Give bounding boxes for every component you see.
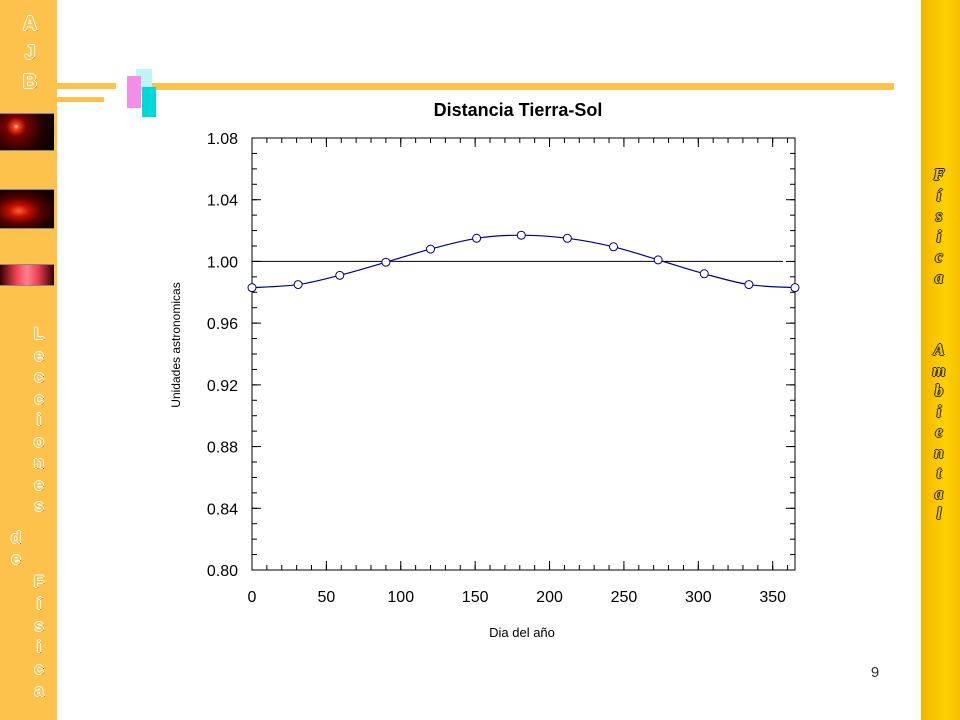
data-point xyxy=(699,269,709,279)
title-letter: L xyxy=(33,324,45,343)
minor-ticks xyxy=(251,137,795,571)
y-tick-label: 0.92 xyxy=(207,378,238,395)
ajb-logo-text: A J B xyxy=(14,10,46,97)
subject-letter: F xyxy=(33,572,45,591)
x-axis: 0 50 100 150 200 250 300 350 xyxy=(248,138,786,606)
y-tick-label: 0.96 xyxy=(207,316,238,333)
plot-frame xyxy=(251,137,796,571)
right-letter: b xyxy=(934,381,944,400)
logo-letter: B xyxy=(22,71,38,93)
lab-photo-thumbnail xyxy=(0,113,54,151)
fisica-right-vertical-text: F í s i c a xyxy=(928,165,950,288)
chart-title: Distancia Tierra-Sol xyxy=(434,100,603,120)
x-tick-label: 300 xyxy=(685,589,712,606)
title-letter: e xyxy=(34,474,44,494)
title-letter: c xyxy=(34,388,44,408)
x-axis-label: Dia del año xyxy=(489,625,555,640)
right-letter: A xyxy=(933,340,945,359)
right-letter: a xyxy=(934,267,944,287)
logo-letter: A xyxy=(22,13,38,35)
x-tick-label: 50 xyxy=(317,589,335,606)
data-point xyxy=(516,230,526,240)
right-letter: s xyxy=(935,206,943,225)
de-letter: e xyxy=(11,549,21,568)
right-letter: a xyxy=(934,483,944,503)
subject-letter: c xyxy=(34,659,44,679)
subject-letter: a xyxy=(34,680,44,700)
title-letter: o xyxy=(33,431,45,451)
laser-photo-thumbnail xyxy=(0,189,54,229)
logo-block-cyan xyxy=(142,87,156,117)
right-letter: n xyxy=(934,442,944,462)
x-tick-label: 0 xyxy=(248,589,257,606)
y-axis-label: Unidades astronomicas xyxy=(169,282,183,407)
y-tick-label: 1.08 xyxy=(207,131,238,148)
data-point xyxy=(790,283,800,293)
lecciones-vertical-text: L e c c i o n e s xyxy=(28,323,50,517)
data-point xyxy=(426,244,436,254)
de-letter: d xyxy=(10,528,22,547)
right-letter: í xyxy=(936,185,942,205)
y-tick-label: 0.84 xyxy=(207,501,238,518)
data-point xyxy=(293,280,303,290)
logo-letter: J xyxy=(24,42,36,64)
x-tick-label: 150 xyxy=(462,589,489,606)
data-point xyxy=(335,270,345,280)
right-letter: F xyxy=(933,165,945,184)
data-point xyxy=(653,255,663,265)
right-letter: i xyxy=(936,226,942,246)
title-letter: e xyxy=(34,345,44,365)
data-point xyxy=(744,280,754,290)
spectrum-photo-thumbnail xyxy=(0,264,54,286)
y-tick-label: 1.04 xyxy=(207,193,238,210)
title-letter: c xyxy=(34,367,44,386)
series-markers xyxy=(247,230,800,293)
data-point xyxy=(381,257,391,267)
fisica-vertical-text: F í s i c a xyxy=(28,571,50,702)
data-point xyxy=(247,283,257,293)
title-letter: n xyxy=(33,453,45,472)
y-tick-label: 0.88 xyxy=(207,440,238,457)
header-rule xyxy=(140,83,894,90)
y-tick-label: 1.00 xyxy=(207,254,238,271)
page-number: 9 xyxy=(870,664,880,681)
data-point xyxy=(609,242,619,252)
decorative-rule xyxy=(57,97,104,102)
subject-letter: i xyxy=(36,637,42,657)
right-letter: l xyxy=(936,504,942,523)
title-letter: s xyxy=(34,496,44,515)
x-tick-label: 250 xyxy=(611,589,638,606)
decorative-rule xyxy=(57,83,116,89)
title-letter: i xyxy=(36,410,42,429)
y-axis: 1.08 1.04 1.00 0.96 0.92 0.88 0.84 0.80 xyxy=(207,131,795,580)
right-letter: t xyxy=(936,463,942,482)
y-tick-label: 0.80 xyxy=(207,563,238,580)
data-point xyxy=(472,233,482,243)
data-point xyxy=(562,233,572,243)
x-tick-label: 350 xyxy=(759,589,786,606)
subject-letter: s xyxy=(34,615,44,635)
x-tick-label: 100 xyxy=(387,589,414,606)
right-letter: c xyxy=(935,247,943,266)
de-vertical-text: d e xyxy=(6,527,26,569)
right-sidebar xyxy=(921,0,960,720)
right-letter: m xyxy=(932,360,946,380)
ambiental-right-vertical-text: A m b i e n t a l xyxy=(928,340,950,525)
logo-block-pink xyxy=(127,76,141,108)
right-letter: i xyxy=(936,401,942,421)
x-tick-label: 200 xyxy=(536,589,563,606)
right-letter: e xyxy=(935,422,943,441)
subject-letter: í xyxy=(36,593,42,613)
